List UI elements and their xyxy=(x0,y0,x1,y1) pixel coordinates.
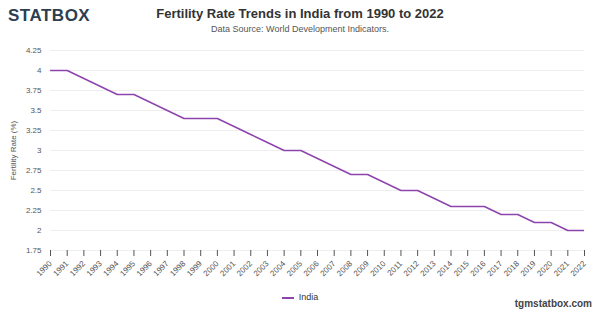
svg-text:2006: 2006 xyxy=(302,259,321,278)
svg-text:3.25: 3.25 xyxy=(26,126,42,135)
svg-text:2008: 2008 xyxy=(335,259,354,278)
svg-text:1.75: 1.75 xyxy=(26,246,42,255)
svg-text:1992: 1992 xyxy=(68,259,87,278)
svg-text:1991: 1991 xyxy=(51,259,70,278)
svg-text:1997: 1997 xyxy=(152,259,171,278)
html-text:India: India xyxy=(298,292,319,302)
svg-text:2015: 2015 xyxy=(452,259,471,278)
svg-text:2009: 2009 xyxy=(352,259,371,278)
svg-text:4.25: 4.25 xyxy=(26,46,42,55)
svg-text:2016: 2016 xyxy=(469,259,488,278)
svg-text:2004: 2004 xyxy=(268,259,287,278)
svg-text:3: 3 xyxy=(37,146,42,155)
svg-text:2.75: 2.75 xyxy=(26,166,42,175)
svg-text:2019: 2019 xyxy=(519,259,538,278)
svg-text:3.5: 3.5 xyxy=(30,106,42,115)
svg-text:1998: 1998 xyxy=(168,259,187,278)
svg-text:2013: 2013 xyxy=(419,259,438,278)
svg-text:2011: 2011 xyxy=(386,259,405,278)
svg-text:2021: 2021 xyxy=(552,259,571,278)
svg-text:4: 4 xyxy=(37,66,42,75)
svg-text:1996: 1996 xyxy=(135,259,154,278)
svg-text:2005: 2005 xyxy=(285,259,304,278)
svg-text:2.25: 2.25 xyxy=(26,206,42,215)
svg-text:1995: 1995 xyxy=(118,259,137,278)
svg-text:2003: 2003 xyxy=(252,259,271,278)
svg-text:2: 2 xyxy=(37,226,42,235)
svg-text:2001: 2001 xyxy=(218,259,237,278)
svg-text:2017: 2017 xyxy=(485,259,504,278)
html-text:STATBOX: STATBOX xyxy=(8,6,91,25)
svg-text:2010: 2010 xyxy=(369,259,388,278)
svg-text:2012: 2012 xyxy=(402,259,421,278)
svg-text:2022: 2022 xyxy=(569,259,588,278)
svg-text:2002: 2002 xyxy=(235,259,254,278)
svg-text:2.5: 2.5 xyxy=(30,186,42,195)
svg-text:1993: 1993 xyxy=(85,259,104,278)
svg-text:1990: 1990 xyxy=(35,259,54,278)
svg-text:2000: 2000 xyxy=(202,259,221,278)
svg-text:1999: 1999 xyxy=(185,259,204,278)
svg-text:Fertility Rate (%): Fertility Rate (%) xyxy=(9,120,18,180)
html-text:Data Source: World Development: Data Source: World Development Indicator… xyxy=(211,24,389,34)
svg-text:3.75: 3.75 xyxy=(26,86,42,95)
svg-text:2018: 2018 xyxy=(502,259,521,278)
html-text:Fertility Rate Trends in India: Fertility Rate Trends in India from 1990… xyxy=(156,6,444,21)
svg-text:2020: 2020 xyxy=(535,259,554,278)
html-text:tgmstatbox.com: tgmstatbox.com xyxy=(514,298,592,309)
svg-text:1994: 1994 xyxy=(102,259,121,278)
svg-text:2007: 2007 xyxy=(318,259,337,278)
svg-text:2014: 2014 xyxy=(435,259,454,278)
